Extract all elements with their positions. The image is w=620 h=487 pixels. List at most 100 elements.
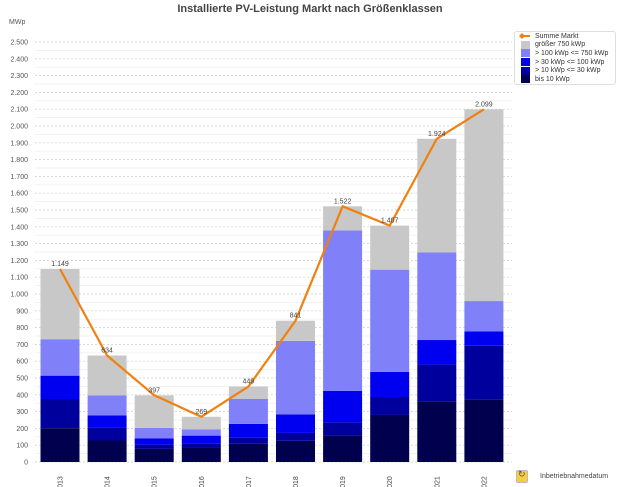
y-tick-label: 1.000 [10,292,28,299]
data-label: 841 [290,313,302,320]
legend-swatch [521,49,530,58]
data-label: 449 [243,379,255,386]
legend-item[interactable]: > 30 kWp <= 100 kWp [515,58,615,67]
bar-segment [370,269,410,372]
y-tick-label: 1.500 [10,208,28,215]
data-label: 397 [148,387,160,394]
legend-item[interactable]: größer 750 kWp [515,40,615,50]
bar-segment [181,443,221,448]
legend-label: Summe Markt [535,32,579,40]
legend-line-swatch [521,35,530,38]
legend-item[interactable]: > 100 kWp <= 750 kWp [515,49,615,58]
y-tick-label: 400 [16,392,28,399]
bar-segment [181,447,221,462]
bar-segment [276,340,315,415]
bar-segment [87,440,127,462]
bar-segment [40,428,80,462]
bar-segment [228,423,268,438]
bar-segment [276,440,315,462]
y-tick-label: 1.800 [10,157,28,164]
y-tick-label: 1.700 [10,174,28,181]
y-tick-label: 1.900 [10,140,28,147]
chart-title: Installierte PV-Leistung Markt nach Größ… [177,3,443,15]
legend-swatch [521,66,530,75]
bar-segment [134,438,174,445]
bar-segment [417,340,457,365]
y-tick-label: 0 [24,460,28,467]
legend-label: bis 10 kWp [535,75,570,83]
y-tick-label: 1.600 [10,191,28,198]
bar-segment [323,435,363,462]
x-tick-label: 2020 [387,476,394,487]
bar-segment [87,355,127,396]
bar-segment [276,432,315,441]
bar-segment [417,401,457,462]
y-tick-label: 300 [16,409,28,416]
y-tick-label: 200 [16,426,28,433]
bar-segment [40,375,80,399]
bar-segment [417,138,457,253]
bar-segment [323,390,363,423]
bar-segment [228,437,268,444]
y-tick-label: 1.300 [10,241,28,248]
y-tick-label: 100 [16,443,28,450]
bar-segment [40,399,80,429]
x-tick-label: 2018 [293,476,300,487]
bar-segment [276,320,315,341]
x-tick-label: 2015 [152,476,159,487]
y-tick-label: 900 [16,308,28,315]
bar-segment [417,364,457,402]
bar-segment [228,443,268,462]
y-tick-label: 600 [16,359,28,366]
y-tick-label: 700 [16,342,28,349]
bar-segment [464,399,504,462]
legend-label: größer 750 kWp [535,41,586,49]
bar-segment [417,252,457,341]
bar-segment [181,435,221,444]
bar-segment [464,109,504,302]
legend-label: > 100 kWp <= 750 kWp [535,49,609,57]
bar-segment [87,395,127,416]
bar-segment [323,206,363,231]
refresh-icon[interactable] [516,469,528,483]
bar-segment [87,427,127,441]
x-axis-dimension[interactable]: Inbetriebnahmedatum [516,469,609,483]
legend-label: > 10 kWp <= 30 kWp [535,67,601,75]
legend-item[interactable]: > 10 kWp <= 30 kWp [515,66,615,75]
x-tick-label: 2021 [434,476,441,487]
x-tick-label: 2017 [246,476,253,487]
data-label: 1.149 [51,261,69,268]
y-tick-label: 2.300 [10,73,28,80]
x-tick-label: 2022 [481,476,488,487]
y-tick-label: 2.500 [10,40,28,47]
legend: Summe Markt größer 750 kWp > 100 kWp <= … [514,31,616,85]
bar-segment [228,399,268,424]
x-tick-label: 2014 [105,476,112,487]
y-tick-label: 2.400 [10,56,28,63]
y-tick-label: 2.000 [10,124,28,131]
legend-item[interactable]: bis 10 kWp [515,75,615,84]
bar-segment [464,331,504,346]
bar-segment [370,414,410,462]
bar-segment [276,414,315,433]
legend-item-summe[interactable]: Summe Markt [515,32,615,41]
bar-segment [323,230,363,391]
legend-swatch [521,58,530,67]
data-label: 1.522 [334,198,352,205]
bar-segment [228,386,268,399]
y-tick-label: 2.100 [10,107,28,114]
legend-swatch [521,75,530,84]
bar-segment [134,395,174,428]
bar-segment [370,225,410,270]
y-axis-unit: MWp [9,19,26,26]
data-label: 1.924 [428,131,446,138]
y-tick-label: 2.200 [10,90,28,97]
y-tick-label: 1.200 [10,258,28,265]
bar-segment [40,268,80,340]
legend-label: > 30 kWp <= 100 kWp [535,58,605,66]
y-tick-label: 500 [16,376,28,383]
x-axis-title: Inbetriebnahmedatum [540,473,609,480]
bar-segment [181,416,221,430]
bar-segment [181,429,221,436]
